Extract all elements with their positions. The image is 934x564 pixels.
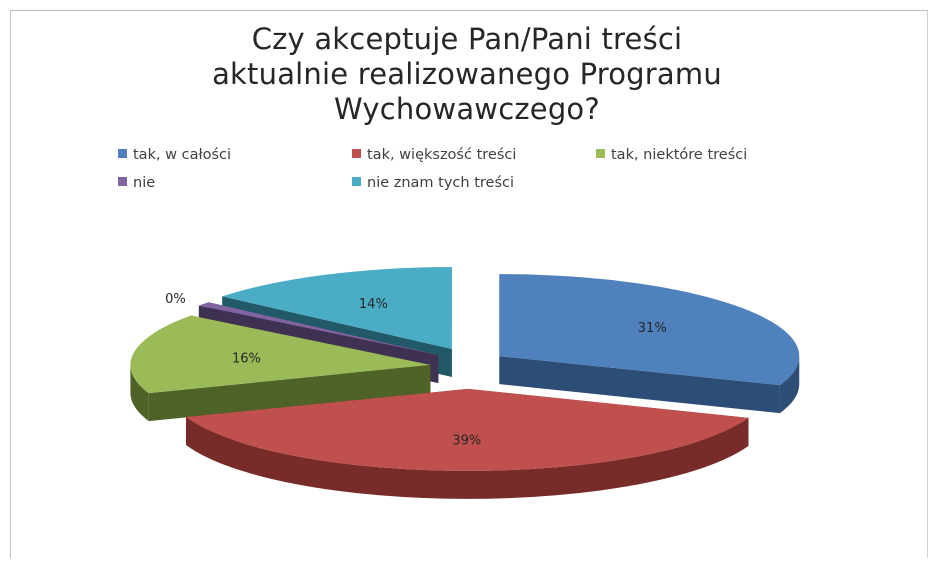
pie-slice-4-top: [222, 267, 452, 350]
chart-title: Czy akceptuje Pan/Pani treści aktualnie …: [0, 22, 934, 127]
legend-swatch-blue: [118, 149, 127, 158]
pie-slice-0-rim-0: [779, 356, 800, 414]
pie-slice-2-top: [130, 315, 431, 394]
pie-slice-1-top: [186, 388, 749, 471]
chart-frame: [10, 10, 928, 558]
legend-label: nie znam tych treści: [367, 175, 515, 191]
legend-label: tak, niektóre treści: [611, 147, 748, 163]
legend-item-tak-wiekszosc-tresci: tak, większość treści: [352, 146, 516, 164]
data-label-4: 14%: [359, 297, 388, 312]
legend-item-nie: nie: [118, 174, 155, 192]
data-label-3: 0%: [165, 292, 186, 307]
pie-slice-2: [130, 315, 431, 422]
chart-title-line-2: aktualnie realizowanego Programu: [212, 57, 722, 91]
pie-slice-1: [186, 388, 749, 499]
legend-item-tak-w-calosci: tak, w całości: [118, 146, 231, 164]
legend-item-nie-znam-tych-tresci: nie znam tych treści: [352, 174, 514, 192]
legend-swatch-green: [596, 149, 605, 158]
legend-swatch-purple: [118, 177, 127, 186]
chart-title-line-1: Czy akceptuje Pan/Pani treści: [251, 22, 683, 56]
pie-slice-0-wall-1: [499, 356, 780, 414]
legend-label: tak, większość treści: [367, 147, 517, 163]
legend-swatch-red: [352, 149, 361, 158]
legend-label: nie: [133, 175, 156, 191]
data-label-1: 39%: [452, 434, 481, 449]
pie-slice-0-top: [499, 274, 800, 386]
pie-slice-3-top: [198, 302, 439, 355]
legend-label: tak, w całości: [133, 147, 232, 163]
legend-swatch-teal: [352, 177, 361, 186]
data-label-0: 31%: [638, 321, 667, 336]
pie-slice-2-rim-0: [130, 364, 149, 422]
data-label-2: 16%: [232, 351, 261, 366]
chart-title-line-3: Wychowawczego?: [334, 92, 600, 126]
pie-slice-0: [499, 274, 800, 414]
pie-slice-1-rim-0: [186, 417, 749, 499]
legend-item-tak-niektore-tresci: tak, niektóre treści: [596, 146, 747, 164]
pie-slice-2-wall-0: [148, 364, 431, 422]
